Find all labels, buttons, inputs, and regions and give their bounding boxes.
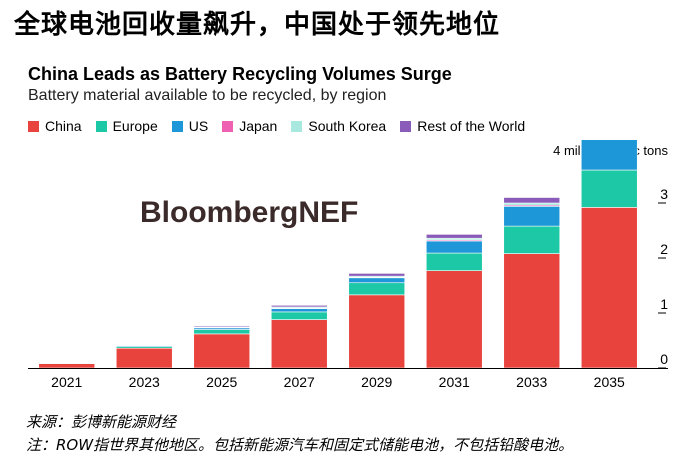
x-tick-label: 2031 — [439, 374, 470, 390]
footnote: 注：ROW指世界其他地区。包括新能源汽车和固定式储能电池，不包括铅酸电池。 — [26, 436, 574, 454]
legend-swatch — [95, 120, 107, 132]
bar-segment — [270, 308, 328, 313]
y-tick-label: 0 — [660, 351, 668, 367]
legend-item: South Korea — [291, 118, 386, 134]
legend-swatch — [400, 120, 412, 132]
bar-segment — [503, 206, 561, 227]
legend: China Europe US Japan South Korea Rest of the… — [28, 118, 525, 134]
bar-segment — [580, 169, 638, 208]
bar-segment — [348, 282, 406, 296]
chart-subtitle: Battery material available to be recycle… — [28, 87, 387, 104]
bar-segment — [503, 225, 561, 254]
bar-segment — [270, 311, 328, 320]
bar-segment — [425, 252, 483, 271]
legend-swatch — [222, 120, 234, 132]
bar-segment — [425, 270, 483, 369]
bar-segment — [115, 347, 173, 369]
watermark-logo: BloombergNEF — [140, 196, 358, 229]
y-tick-label: 3 — [660, 186, 668, 202]
stacked-bar-chart: 4 million metric tons0123BloombergNEF202… — [28, 140, 668, 390]
legend-item: Europe — [95, 118, 158, 134]
bar-segment — [348, 273, 406, 277]
x-tick-label: 2035 — [594, 374, 625, 390]
legend-label: US — [188, 118, 209, 134]
x-tick-label: 2025 — [206, 374, 237, 390]
source-note: 来源：彭博新能源财经 — [26, 413, 177, 431]
bar-segment — [270, 305, 328, 308]
x-tick-label: 2021 — [51, 374, 82, 390]
legend-swatch — [171, 120, 183, 132]
bar-segment — [38, 363, 96, 369]
bar-segment — [193, 333, 251, 369]
chart-title: China Leads as Battery Recycling Volumes… — [28, 64, 452, 84]
legend-item: US — [171, 118, 209, 134]
legend-label: China — [45, 118, 82, 134]
bar-segment — [503, 253, 561, 369]
legend-label: Japan — [239, 118, 278, 134]
y-tick-label: 1 — [660, 296, 668, 312]
x-tick-label: 2033 — [516, 374, 547, 390]
bar-segment — [425, 240, 483, 254]
legend-item: Rest of the World — [400, 118, 525, 134]
bar-segment — [348, 294, 406, 369]
bar-segment — [115, 343, 173, 345]
x-tick-label: 2027 — [284, 374, 315, 390]
legend-swatch — [28, 120, 39, 132]
headline: 全球电池回收量飙升，中国处于领先地位 — [14, 10, 501, 40]
x-tick-label: 2029 — [361, 374, 392, 390]
bar-segment — [193, 325, 251, 328]
legend-item: China — [28, 118, 82, 134]
bar-segment — [348, 277, 406, 284]
bar-segment — [580, 207, 638, 369]
bar-segment — [425, 234, 483, 239]
y-tick-label: 2 — [660, 241, 668, 257]
bar-segment — [580, 140, 638, 171]
legend-label: Rest of the World — [417, 118, 526, 134]
legend-swatch — [291, 120, 303, 132]
legend-label: South Korea — [308, 118, 387, 134]
bar-segment — [503, 197, 561, 204]
bar-segment — [503, 202, 561, 206]
legend-item: Japan — [222, 118, 277, 134]
bar-segment — [270, 319, 328, 369]
bar-segment — [193, 329, 251, 335]
legend-label: Europe — [112, 118, 158, 134]
x-tick-label: 2023 — [129, 374, 160, 390]
bar-segment — [38, 361, 96, 363]
